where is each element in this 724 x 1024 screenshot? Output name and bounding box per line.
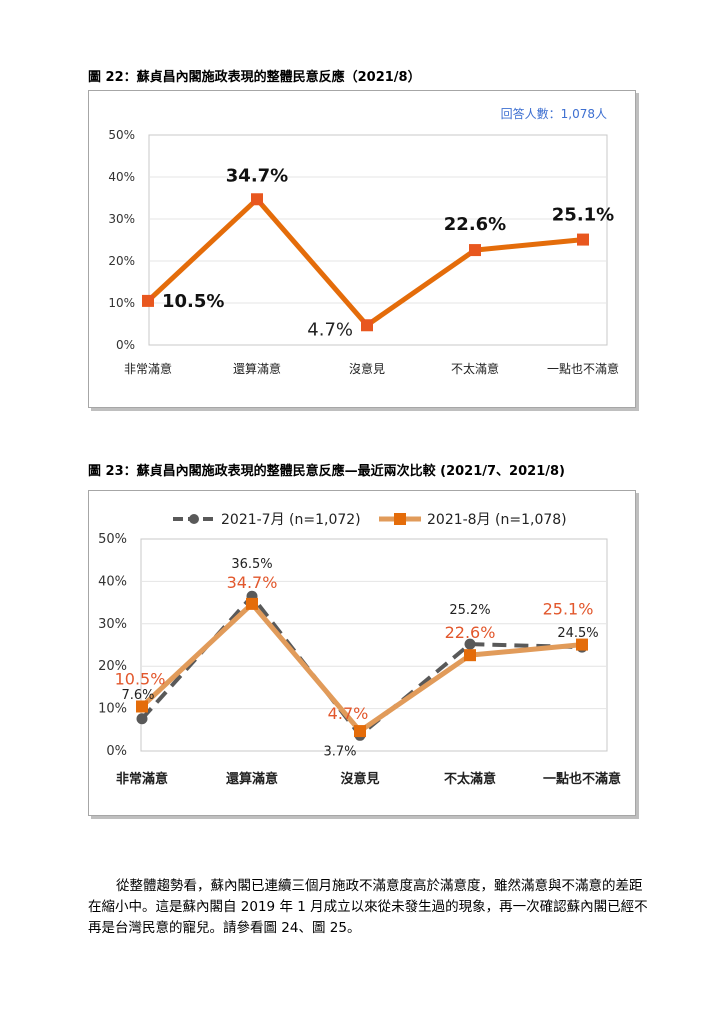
y-tick-label: 40% bbox=[98, 574, 127, 589]
y-tick-label: 50% bbox=[98, 532, 127, 547]
data-label: 22.6% bbox=[444, 214, 506, 235]
data-point bbox=[354, 725, 366, 738]
data-label: 10.5% bbox=[162, 291, 224, 312]
x-tick-label: 一點也不滿意 bbox=[547, 361, 619, 376]
respondent-count: 回答人數：1,078人 bbox=[501, 106, 607, 121]
data-label: 22.6% bbox=[445, 623, 496, 642]
chart-23: 2021-7月 (n=1,072) 2021-8月 (n=1,078) 0% 10% 2… bbox=[98, 512, 621, 787]
data-label: 4.7% bbox=[307, 319, 353, 340]
figure-23-caption: 圖 23：蘇貞昌內閣施政表現的整體民意反應—最近兩次比較 (2021/7、202… bbox=[88, 464, 565, 479]
data-label: 34.7% bbox=[227, 573, 278, 592]
data-point bbox=[464, 649, 476, 662]
data-label: 36.5% bbox=[231, 557, 272, 572]
y-tick-label: 10% bbox=[98, 702, 127, 717]
legend-label: 2021-7月 (n=1,072) bbox=[221, 512, 361, 528]
y-tick-label: 40% bbox=[108, 170, 135, 184]
data-point bbox=[576, 638, 588, 651]
x-tick-label: 沒意見 bbox=[340, 771, 379, 787]
y-tick-label: 20% bbox=[98, 659, 127, 674]
data-label: 34.7% bbox=[226, 165, 288, 186]
data-label: 25.2% bbox=[449, 603, 490, 618]
chart-23-frame: 2021-7月 (n=1,072) 2021-8月 (n=1,078) 0% 10% 2… bbox=[88, 490, 636, 816]
x-tick-label: 還算滿意 bbox=[233, 361, 281, 376]
plot-area bbox=[140, 538, 608, 752]
x-tick-label: 還算滿意 bbox=[226, 771, 278, 787]
data-point bbox=[469, 244, 481, 257]
y-tick-label: 0% bbox=[116, 338, 135, 352]
body-paragraph-text: 從整體趨勢看，蘇內閣已連續三個月施政不滿意度高於滿意度，雖然滿意與不滿意的差距在… bbox=[88, 878, 648, 936]
chart-22: 回答人數：1,078人 0% 10% 20% 30% 40% 50% 非常滿意 還算滿意 沒意見 不… bbox=[108, 106, 619, 376]
x-tick-label: 非常滿意 bbox=[116, 771, 168, 787]
y-tick-label: 30% bbox=[108, 212, 135, 226]
data-point bbox=[251, 193, 263, 206]
y-tick-label: 20% bbox=[108, 254, 135, 268]
data-point bbox=[464, 638, 476, 650]
data-label: 25.1% bbox=[543, 600, 594, 619]
x-tick-label: 沒意見 bbox=[349, 361, 385, 376]
y-tick-label: 10% bbox=[108, 296, 135, 310]
data-point bbox=[136, 713, 148, 725]
legend-swatch-marker bbox=[189, 514, 199, 524]
y-tick-label: 50% bbox=[108, 128, 135, 142]
data-point bbox=[142, 294, 154, 307]
x-tick-label: 非常滿意 bbox=[124, 361, 172, 376]
data-label: 25.1% bbox=[552, 205, 614, 226]
data-label: 24.5% bbox=[557, 626, 598, 641]
data-point bbox=[136, 700, 148, 713]
x-tick-label: 不太滿意 bbox=[444, 771, 496, 787]
data-label: 10.5% bbox=[115, 669, 166, 688]
chart-22-frame: 回答人數：1,078人 0% 10% 20% 30% 40% 50% 非常滿意 還算滿意 沒意見 不… bbox=[88, 90, 636, 408]
x-tick-label: 不太滿意 bbox=[451, 361, 499, 376]
data-point bbox=[361, 319, 373, 332]
y-tick-label: 30% bbox=[98, 617, 127, 632]
body-paragraph: 從整體趨勢看，蘇內閣已連續三個月施政不滿意度高於滿意度，雖然滿意與不滿意的差距在… bbox=[88, 876, 648, 939]
figure-22-caption: 圖 22：蘇貞昌內閣施政表現的整體民意反應（2021/8） bbox=[88, 70, 421, 85]
plot-area bbox=[148, 134, 608, 346]
data-label: 7.6% bbox=[121, 688, 154, 703]
data-label: 4.7% bbox=[328, 704, 369, 723]
data-point bbox=[246, 597, 258, 610]
legend-swatch-marker bbox=[394, 513, 406, 525]
x-tick-label: 一點也不滿意 bbox=[543, 771, 621, 787]
data-point bbox=[577, 233, 589, 246]
y-tick-label: 0% bbox=[106, 744, 127, 759]
legend-label: 2021-8月 (n=1,078) bbox=[427, 512, 567, 528]
data-label: 3.7% bbox=[323, 744, 356, 759]
